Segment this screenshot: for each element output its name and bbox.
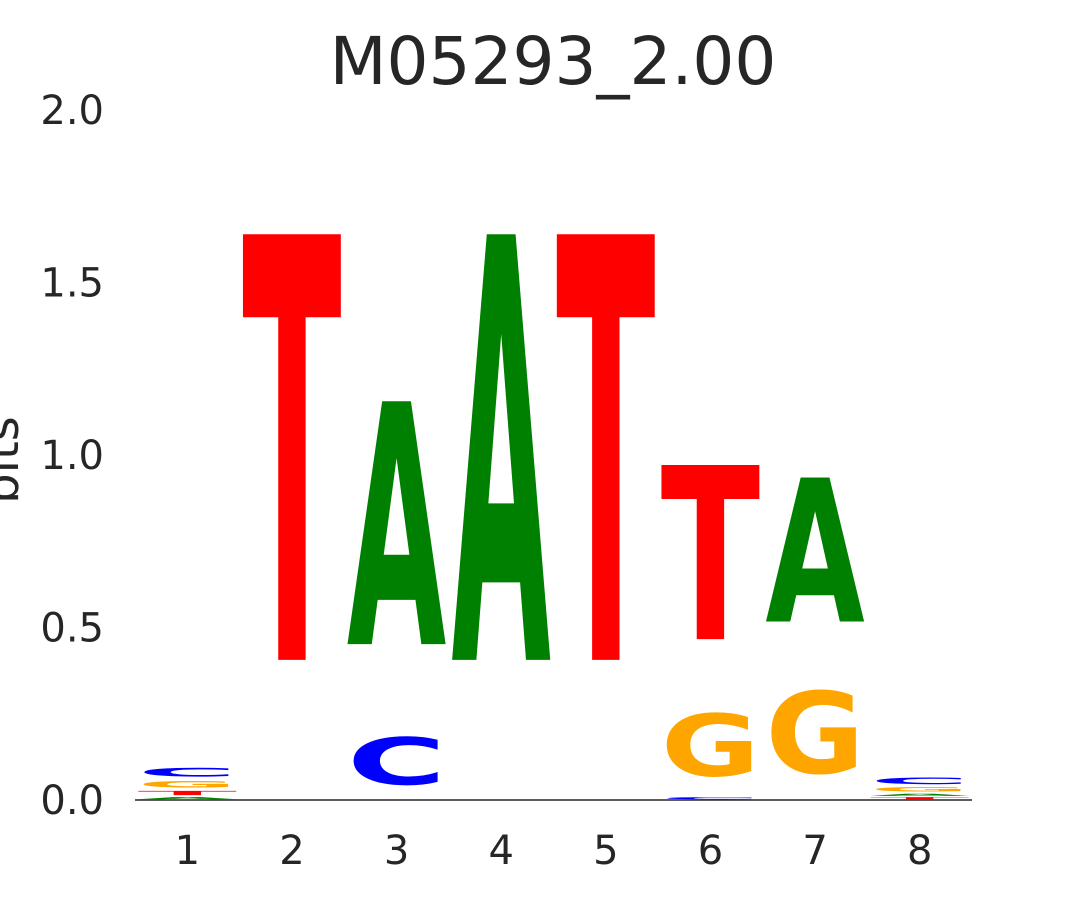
letter-c-glyph: C: [661, 797, 760, 800]
letter-stack-5: T: [556, 119, 656, 798]
y-tick-label: 0.5: [40, 606, 104, 652]
y-axis-label: bits: [0, 416, 30, 504]
x-tick-label: 7: [802, 828, 827, 874]
x-tick-label: 1: [175, 828, 200, 874]
letter-stack-2: T: [242, 119, 342, 798]
letter-c-glyph: C: [870, 776, 969, 786]
letter-t-glyph: T: [661, 417, 760, 696]
letter-a-glyph: A: [347, 335, 446, 723]
x-axis-ticks: 1 2 3 4 5 6 7 8: [175, 828, 933, 874]
letter-stack-6: CGT: [661, 417, 760, 800]
letter-a-glyph: A: [138, 797, 237, 800]
letter-a-glyph: A: [870, 793, 969, 796]
x-tick-label: 3: [384, 828, 409, 874]
letter-g-glyph: G: [138, 779, 237, 789]
letter-a-glyph: A: [765, 439, 864, 669]
letter-stack-4: A: [451, 118, 551, 798]
letter-c-glyph: C: [138, 766, 237, 780]
y-tick-label: 1.0: [40, 433, 104, 479]
letter-t-glyph: T: [242, 119, 342, 798]
letter-g-glyph: G: [661, 697, 760, 797]
letter-g-glyph: G: [870, 786, 969, 793]
letter-stack-7: GA: [765, 439, 864, 800]
letter-stack-3: CA: [347, 335, 446, 800]
letter-g-glyph: G: [765, 669, 864, 800]
x-tick-label: 4: [488, 828, 513, 874]
letter-t-glyph: T: [138, 790, 237, 797]
letter-c-glyph: C: [347, 725, 446, 801]
y-tick-label: 0.0: [40, 778, 104, 824]
x-tick-label: 8: [907, 828, 932, 874]
chart-title: M05293_2.00: [330, 23, 777, 100]
x-tick-label: 6: [698, 828, 723, 874]
letter-t-glyph: T: [870, 797, 969, 800]
x-tick-label: 2: [279, 828, 304, 874]
x-tick-label: 5: [593, 828, 618, 874]
letter-a-glyph: A: [451, 118, 551, 798]
y-axis-ticks: 0.0 0.5 1.0 1.5 2.0: [40, 88, 104, 824]
letter-t-glyph: T: [556, 119, 656, 798]
y-tick-label: 1.5: [40, 261, 104, 307]
y-tick-label: 2.0: [40, 88, 104, 134]
